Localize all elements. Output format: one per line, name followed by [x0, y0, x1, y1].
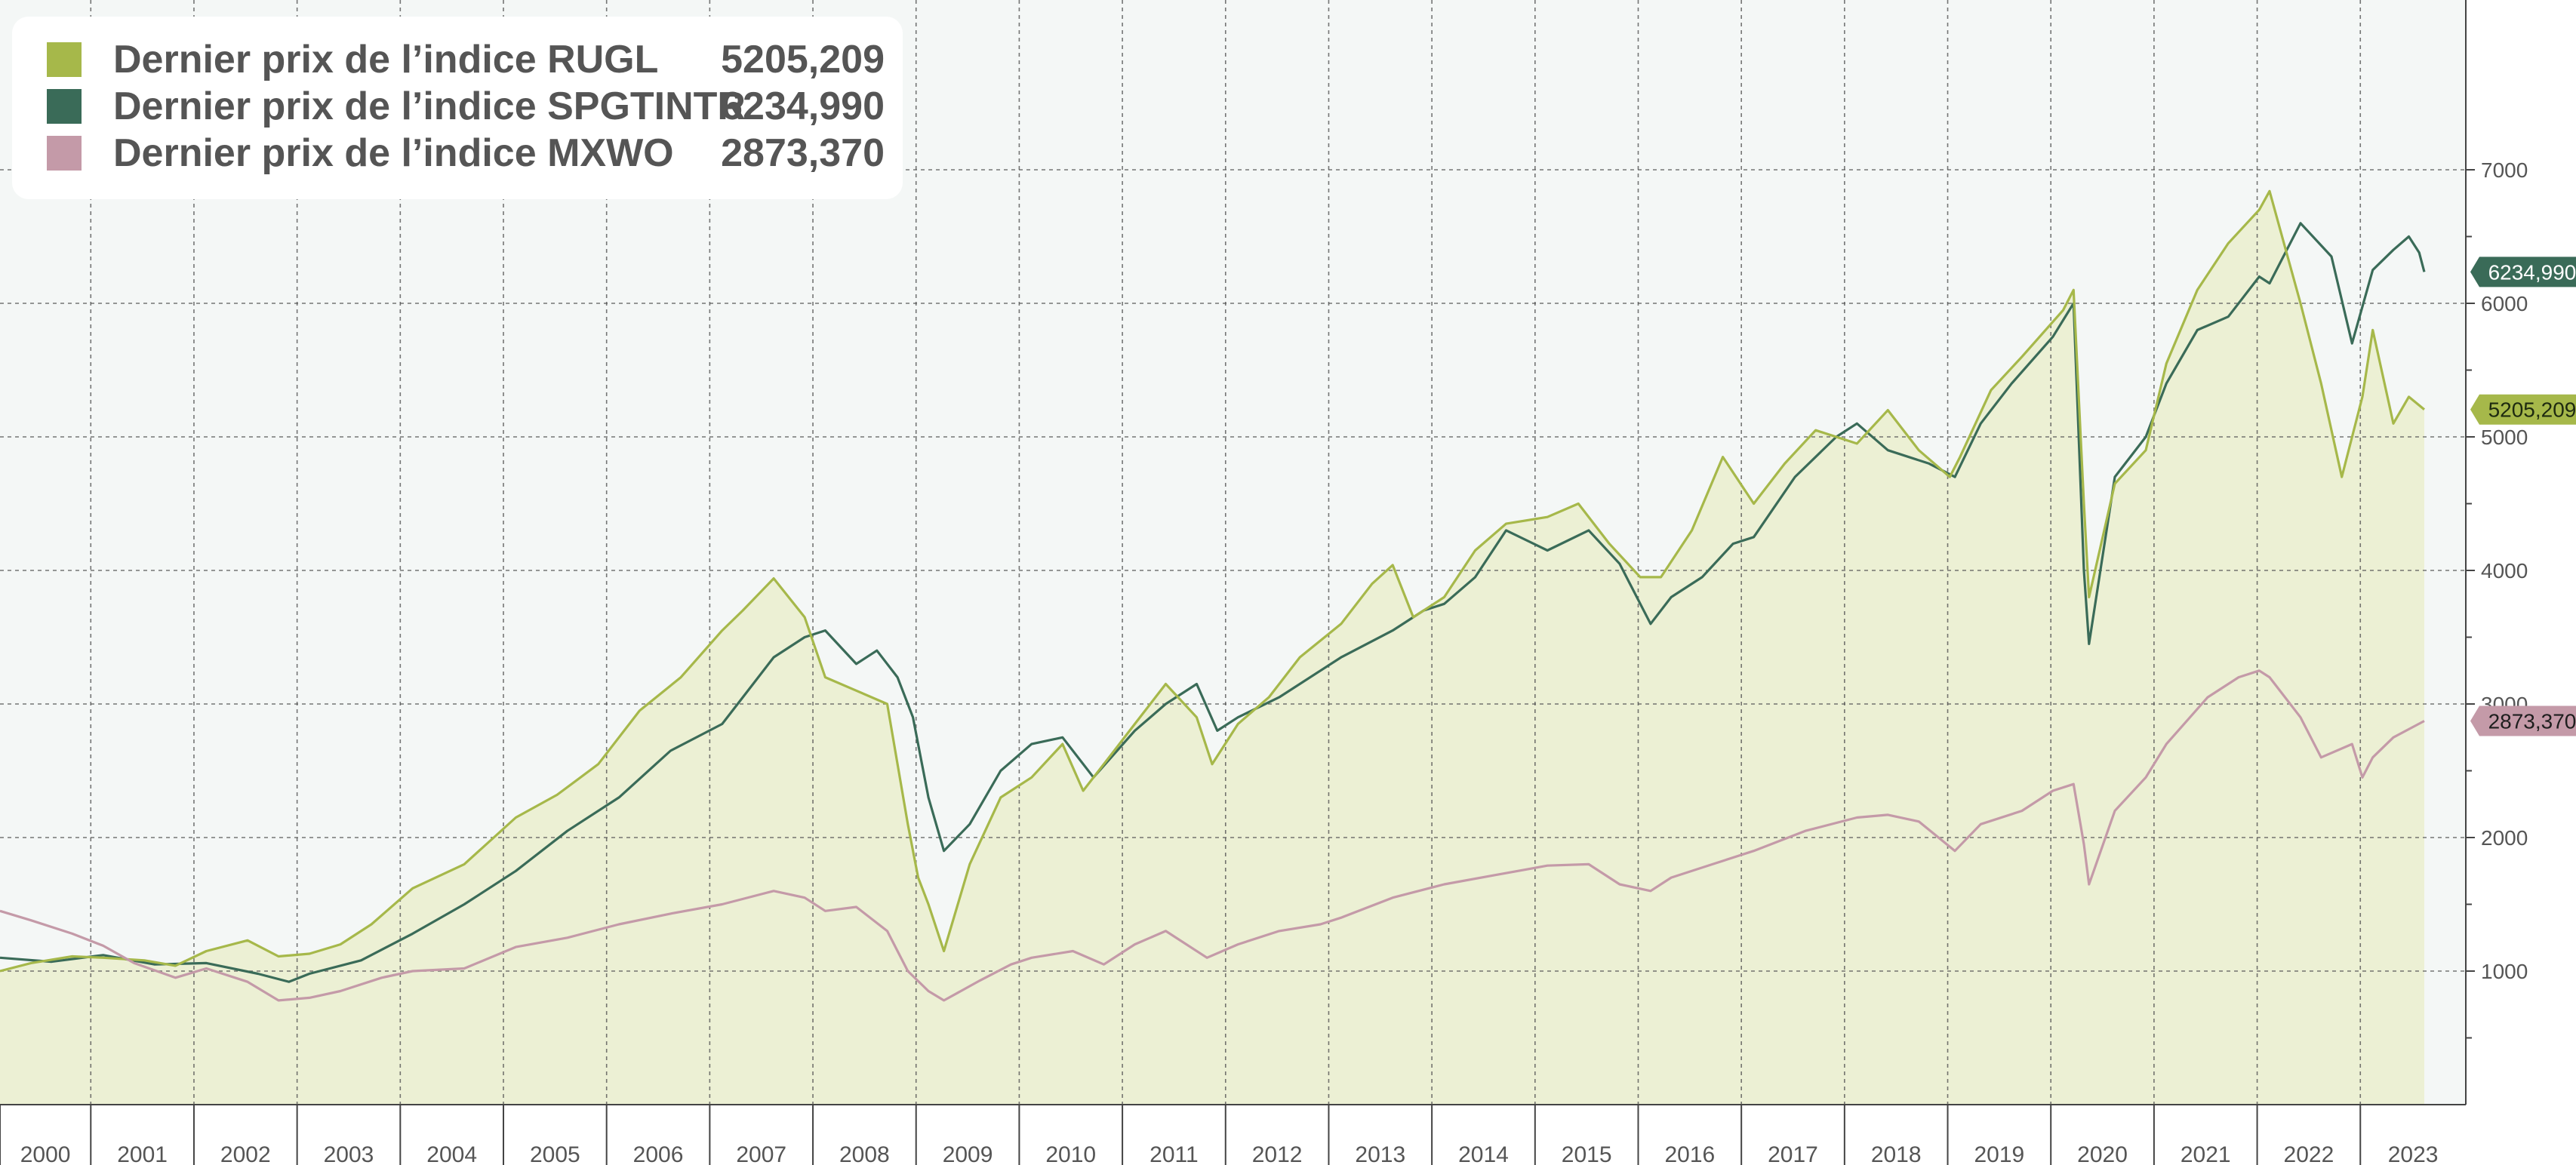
x-tick-label-2004: 2004 [426, 1142, 477, 1165]
series-line-2 [0, 669, 2425, 1002]
last-value-tag-0 [2470, 394, 2576, 425]
x-tick-label-2015: 2015 [1562, 1142, 1612, 1165]
x-tick-label-2019: 2019 [1974, 1142, 2025, 1165]
x-tick-label-2016: 2016 [1664, 1142, 1715, 1165]
last-value-label-2: 2873,370 [2488, 709, 2576, 733]
y-tick-label-6000: 6000 [2481, 292, 2528, 315]
series-line-1 [0, 222, 2426, 983]
x-tick-label-2014: 2014 [1458, 1142, 1509, 1165]
x-axis-band [0, 1105, 2576, 1165]
legend-item-spgtintr: Dernier prix de l’indice SPGTINTR 6234,9… [36, 85, 897, 128]
last-value-tag-1 [2470, 257, 2576, 287]
x-tick-label-2023: 2023 [2388, 1142, 2439, 1165]
y-tick-label-2000: 2000 [2481, 826, 2528, 850]
last-value-label-0: 5205,209 [2488, 398, 2576, 422]
legend-value-mxwo: 2873,370 [721, 131, 885, 175]
x-tick-label-2006: 2006 [633, 1142, 684, 1165]
last-value-label-1: 6234,990 [2488, 260, 2576, 284]
x-tick-label-2022: 2022 [2284, 1142, 2334, 1165]
legend: Dernier prix de l’indice RUGL 5205,209 D… [12, 17, 903, 199]
x-tick-label-2009: 2009 [943, 1142, 993, 1165]
series-layer [0, 189, 2426, 1002]
legend-swatch-mxwo [47, 136, 82, 171]
y-tick-label-4000: 4000 [2481, 559, 2528, 582]
x-tick-label-2003: 2003 [324, 1142, 374, 1165]
x-tick-label-2020: 2020 [2077, 1142, 2128, 1165]
x-tick-label-2013: 2013 [1355, 1142, 1405, 1165]
x-tick-label-2005: 2005 [530, 1142, 580, 1165]
legend-label-rugl: Dernier prix de l’indice RUGL [113, 38, 659, 81]
legend-swatch-spgtintr [47, 89, 82, 124]
series-line-0 [0, 189, 2426, 973]
x-tick-label-2017: 2017 [1768, 1142, 1818, 1165]
legend-label-spgtintr: Dernier prix de l’indice SPGTINTR [113, 85, 746, 128]
x-tick-label-2012: 2012 [1252, 1142, 1303, 1165]
x-tick-label-2010: 2010 [1045, 1142, 1096, 1165]
x-tick-label-2000: 2000 [20, 1142, 71, 1165]
x-tick-label-2021: 2021 [2181, 1142, 2231, 1165]
legend-swatch-rugl [47, 42, 82, 77]
x-tick-label-2002: 2002 [220, 1142, 271, 1165]
legend-item-mxwo: Dernier prix de l’indice MXWO 2873,370 [36, 131, 897, 175]
legend-label-mxwo: Dernier prix de l’indice MXWO [113, 131, 674, 175]
last-value-tags: 6234,990 5205,209 2873,370 [2470, 257, 2576, 736]
legend-value-rugl: 5205,209 [721, 38, 885, 81]
last-value-tag-2 [2470, 705, 2576, 736]
x-tick-label-2018: 2018 [1871, 1142, 1922, 1165]
x-tick-label-2007: 2007 [736, 1142, 786, 1165]
x-tick-label-2011: 2011 [1150, 1142, 1199, 1165]
legend-value-spgtintr: 6234,990 [721, 85, 885, 128]
y-tick-label-7000: 7000 [2481, 158, 2528, 182]
y-tick-label-1000: 1000 [2481, 960, 2528, 983]
x-tick-label-2008: 2008 [839, 1142, 890, 1165]
legend-item-rugl: Dernier prix de l’indice RUGL 5205,209 [36, 38, 897, 81]
x-tick-label-2001: 2001 [117, 1142, 168, 1165]
y-tick-label-5000: 5000 [2481, 426, 2528, 449]
